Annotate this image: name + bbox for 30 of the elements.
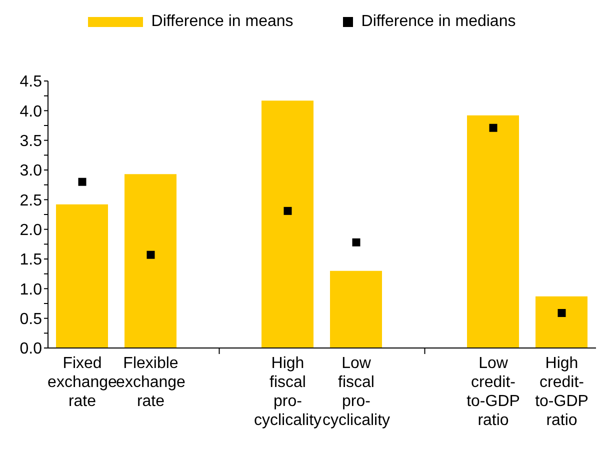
y-tick-label: 3.0 — [20, 162, 42, 180]
point — [489, 124, 498, 132]
legend-label: Difference in medians — [361, 13, 516, 31]
bar — [536, 296, 588, 348]
y-tick-label: 4.5 — [20, 74, 42, 91]
point — [146, 250, 155, 259]
bar — [124, 174, 176, 348]
bar — [467, 115, 519, 348]
y-tick-label: 3.5 — [20, 133, 42, 150]
x-tick-label: High fiscal pro- cyclicality — [254, 355, 322, 429]
y-tick-label: 4.0 — [20, 103, 42, 120]
point — [78, 178, 86, 186]
legend-label: Difference in means — [151, 13, 294, 31]
point — [352, 238, 360, 246]
y-tick-label: 2.5 — [20, 192, 42, 210]
y-tick-label: 1.0 — [20, 281, 42, 298]
y-tick-label: 0.0 — [20, 340, 42, 358]
y-tick-label: 1.5 — [20, 252, 42, 269]
x-tick-label: Flexible exchange rate — [116, 355, 186, 410]
bar — [262, 100, 314, 348]
bar — [330, 270, 382, 348]
point — [284, 206, 292, 215]
point — [558, 308, 566, 317]
y-tick-label: 2.0 — [20, 222, 42, 240]
bar — [56, 204, 108, 348]
x-tick-label: Fixed exchange rate — [48, 355, 118, 410]
y-tick-label: 0.5 — [20, 311, 42, 328]
x-tick-label: Low credit- to-GDP ratio — [466, 355, 520, 429]
x-tick-label: Low fiscal pro- cyclicality — [322, 355, 390, 429]
x-tick-label: High credit- to-GDP ratio — [535, 355, 588, 429]
